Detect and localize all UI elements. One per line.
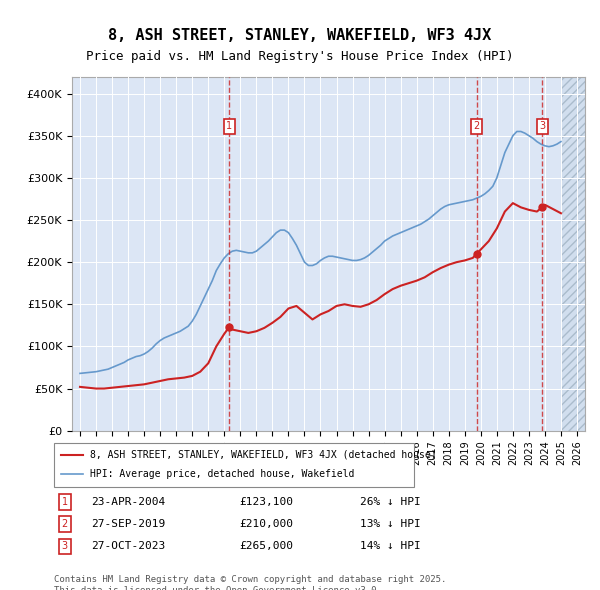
Text: 27-SEP-2019: 27-SEP-2019 <box>91 519 165 529</box>
Text: 3: 3 <box>61 542 68 552</box>
Text: 14% ↓ HPI: 14% ↓ HPI <box>360 542 421 552</box>
Text: 26% ↓ HPI: 26% ↓ HPI <box>360 497 421 507</box>
Text: 8, ASH STREET, STANLEY, WAKEFIELD, WF3 4JX: 8, ASH STREET, STANLEY, WAKEFIELD, WF3 4… <box>109 28 491 43</box>
FancyBboxPatch shape <box>54 442 414 487</box>
Text: 8, ASH STREET, STANLEY, WAKEFIELD, WF3 4JX (detached house): 8, ASH STREET, STANLEY, WAKEFIELD, WF3 4… <box>90 450 437 460</box>
Text: HPI: Average price, detached house, Wakefield: HPI: Average price, detached house, Wake… <box>90 470 355 479</box>
Text: 13% ↓ HPI: 13% ↓ HPI <box>360 519 421 529</box>
Text: £265,000: £265,000 <box>239 542 293 552</box>
Text: 23-APR-2004: 23-APR-2004 <box>91 497 165 507</box>
Text: £123,100: £123,100 <box>239 497 293 507</box>
Bar <box>561 77 585 431</box>
Text: £210,000: £210,000 <box>239 519 293 529</box>
Text: Price paid vs. HM Land Registry's House Price Index (HPI): Price paid vs. HM Land Registry's House … <box>86 50 514 63</box>
Bar <box>561 77 585 431</box>
Text: 3: 3 <box>539 122 545 131</box>
Text: 2: 2 <box>473 122 480 131</box>
Text: 1: 1 <box>226 122 232 131</box>
Text: 2: 2 <box>61 519 68 529</box>
Text: Contains HM Land Registry data © Crown copyright and database right 2025.
This d: Contains HM Land Registry data © Crown c… <box>54 575 446 590</box>
Text: 1: 1 <box>61 497 68 507</box>
Text: 27-OCT-2023: 27-OCT-2023 <box>91 542 165 552</box>
